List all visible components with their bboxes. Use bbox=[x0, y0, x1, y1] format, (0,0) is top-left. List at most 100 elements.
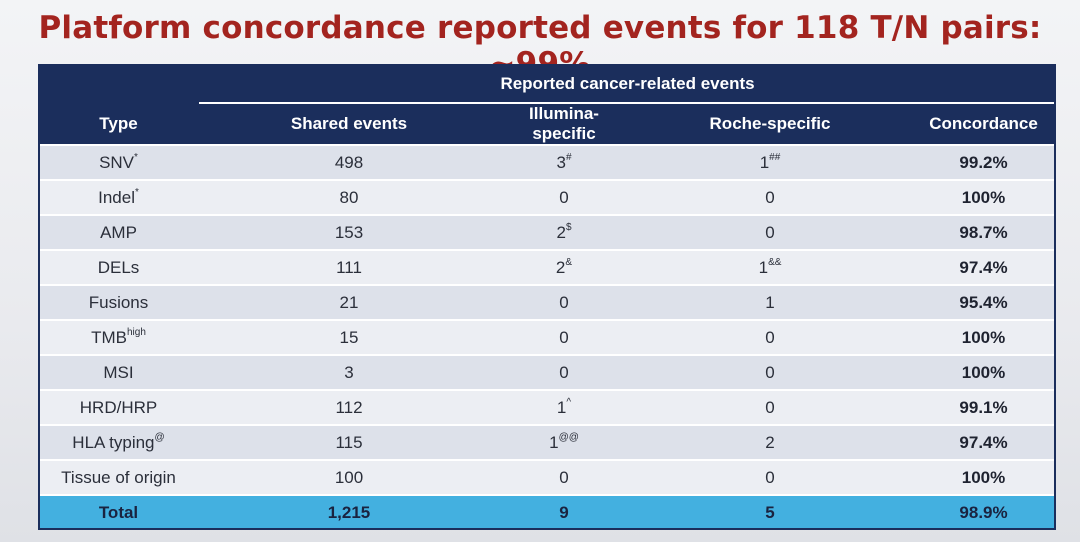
cell-illumina: 2& bbox=[499, 249, 629, 285]
cell-concordance: 99.1% bbox=[911, 389, 1057, 425]
group-header: Reported cancer-related events bbox=[199, 64, 1057, 104]
cell-type-value: Fusions bbox=[88, 292, 149, 312]
table-row: AMP 153 2$ 0 98.7% bbox=[38, 214, 1057, 250]
column-header-roche: Roche-specific bbox=[629, 104, 911, 145]
cell-roche-value: 0 bbox=[765, 187, 775, 207]
cell-roche-footnote-mark: ## bbox=[769, 151, 781, 163]
group-header-row: Reported cancer-related events bbox=[38, 64, 1057, 104]
cell-type-value: DELs bbox=[97, 257, 140, 277]
cell-type-footnote-mark: * bbox=[134, 151, 138, 163]
cell-type-value: HLA typing bbox=[72, 432, 155, 452]
cell-roche: 0 bbox=[629, 354, 911, 390]
cell-roche-value: 2 bbox=[765, 432, 775, 452]
cell-roche: 0 bbox=[629, 179, 911, 215]
total-concordance: 98.9% bbox=[911, 494, 1057, 530]
cell-illumina-footnote-mark: # bbox=[565, 151, 572, 163]
cell-shared: 3 bbox=[199, 354, 499, 390]
cell-shared: 100 bbox=[199, 459, 499, 495]
group-header-label: Reported cancer-related events bbox=[500, 74, 755, 93]
cell-roche-value: 0 bbox=[765, 222, 775, 242]
group-header-divider bbox=[199, 102, 1057, 104]
cell-illumina-value: 1 bbox=[556, 397, 567, 417]
cell-roche-value: 1 bbox=[758, 257, 769, 277]
cell-shared: 153 bbox=[199, 214, 499, 250]
table-row: DELs 111 2& 1&& 97.4% bbox=[38, 249, 1057, 285]
cell-shared-value: 21 bbox=[339, 292, 359, 312]
cell-concordance: 100% bbox=[911, 319, 1057, 355]
cell-illumina: 0 bbox=[499, 284, 629, 320]
cell-shared: 112 bbox=[199, 389, 499, 425]
cell-type: SNV* bbox=[38, 144, 199, 180]
cell-illumina-value: 0 bbox=[559, 327, 569, 347]
cell-roche-footnote-mark: && bbox=[768, 256, 782, 268]
cell-roche: 2 bbox=[629, 424, 911, 460]
cell-shared-value: 115 bbox=[335, 432, 363, 452]
cell-type: Tissue of origin bbox=[38, 459, 199, 495]
cell-shared: 498 bbox=[199, 144, 499, 180]
cell-roche: 0 bbox=[629, 214, 911, 250]
total-roche: 5 bbox=[629, 494, 911, 530]
total-shared-value: 1,215 bbox=[327, 503, 371, 522]
cell-type-value: TMB bbox=[91, 327, 127, 347]
cell-illumina-value: 3 bbox=[556, 152, 566, 172]
total-row: Total 1,215 9 5 98.9% bbox=[38, 494, 1057, 530]
cell-type-value: AMP bbox=[100, 222, 137, 242]
column-header-row: Type Shared events Illumina-specific Roc… bbox=[38, 104, 1057, 145]
cell-shared: 111 bbox=[199, 249, 499, 285]
concordance-table-container: Reported cancer-related events Type Shar… bbox=[38, 64, 1057, 530]
cell-concordance: 98.7% bbox=[911, 214, 1057, 250]
table-row: Fusions 21 0 1 95.4% bbox=[38, 284, 1057, 320]
cell-illumina-value: 0 bbox=[559, 467, 569, 487]
cell-type-value: Indel bbox=[98, 187, 135, 207]
cell-shared-value: 153 bbox=[334, 222, 364, 242]
cell-roche: 1&& bbox=[629, 249, 911, 285]
table-row: MSI 3 0 0 100% bbox=[38, 354, 1057, 390]
cell-concordance-value: 100% bbox=[961, 467, 1006, 487]
cell-concordance: 99.2% bbox=[911, 144, 1057, 180]
cell-illumina-value: 0 bbox=[559, 362, 569, 382]
cell-shared-value: 498 bbox=[334, 152, 364, 172]
cell-illumina-footnote-mark: & bbox=[565, 256, 573, 268]
cell-type: AMP bbox=[38, 214, 199, 250]
cell-concordance: 97.4% bbox=[911, 249, 1057, 285]
column-header-shared: Shared events bbox=[199, 104, 499, 145]
cell-roche-value: 1 bbox=[765, 292, 775, 312]
table-row: Indel* 80 0 0 100% bbox=[38, 179, 1057, 215]
column-header-type: Type bbox=[38, 104, 199, 145]
cell-illumina-footnote-mark: $ bbox=[565, 221, 572, 233]
cell-illumina-footnote-mark: @@ bbox=[558, 431, 579, 443]
cell-illumina: 0 bbox=[499, 319, 629, 355]
cell-roche: 0 bbox=[629, 459, 911, 495]
cell-shared-value: 111 bbox=[336, 257, 362, 277]
cell-roche-value: 0 bbox=[765, 327, 775, 347]
cell-type-footnote-mark: @ bbox=[154, 431, 165, 443]
cell-shared: 80 bbox=[199, 179, 499, 215]
cell-illumina: 1@@ bbox=[499, 424, 629, 460]
cell-shared: 21 bbox=[199, 284, 499, 320]
total-illumina-value: 9 bbox=[559, 503, 569, 522]
total-type: Total bbox=[38, 494, 199, 530]
cell-illumina: 1^ bbox=[499, 389, 629, 425]
cell-concordance: 100% bbox=[911, 354, 1057, 390]
cell-illumina: 0 bbox=[499, 354, 629, 390]
cell-type: Fusions bbox=[38, 284, 199, 320]
total-type-value: Total bbox=[98, 503, 139, 522]
table-row: SNV* 498 3# 1## 99.2% bbox=[38, 144, 1057, 180]
cell-illumina: 0 bbox=[499, 179, 629, 215]
cell-type-footnote-mark: high bbox=[126, 326, 146, 338]
cell-roche-value: 1 bbox=[759, 152, 770, 172]
cell-type: HRD/HRP bbox=[38, 389, 199, 425]
cell-type-footnote-mark: * bbox=[134, 186, 139, 198]
cell-illumina-value: 1 bbox=[549, 432, 559, 452]
cell-type: DELs bbox=[38, 249, 199, 285]
table-row: TMBhigh 15 0 0 100% bbox=[38, 319, 1057, 355]
cell-type: HLA typing@ bbox=[38, 424, 199, 460]
cell-illumina: 0 bbox=[499, 459, 629, 495]
table-row: HLA typing@ 115 1@@ 2 97.4% bbox=[38, 424, 1057, 460]
total-illumina: 9 bbox=[499, 494, 629, 530]
cell-roche-value: 0 bbox=[765, 467, 775, 487]
cell-roche: 0 bbox=[629, 389, 911, 425]
cell-concordance-value: 97.4% bbox=[959, 432, 1008, 452]
cell-illumina-value: 2 bbox=[556, 222, 566, 242]
table-row: HRD/HRP 112 1^ 0 99.1% bbox=[38, 389, 1057, 425]
